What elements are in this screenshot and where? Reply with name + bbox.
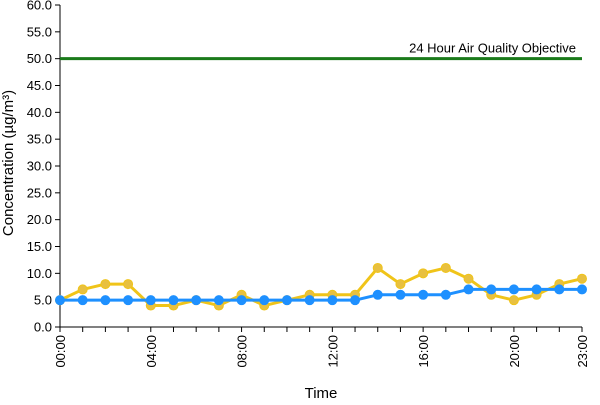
y-tick-labels: 0.0 5.0 10.0 15.0 20.0 25.0 30.0 35.0 40.0 45.0 50…	[27, 0, 60, 335]
y-tick-label: 5.0	[34, 293, 52, 308]
y-tick-label: 35.0	[27, 132, 52, 147]
series-1-point	[100, 279, 111, 290]
series-2-point	[350, 295, 361, 306]
x-tick-label: 08:00	[235, 335, 250, 368]
y-tick-label: 25.0	[27, 185, 52, 200]
series-1-point	[577, 273, 587, 284]
x-tick-label: 04:00	[144, 335, 159, 368]
objective-label: 24 Hour Air Quality Objective	[409, 41, 576, 56]
series-2-point	[463, 284, 474, 295]
series-2-point	[259, 295, 270, 306]
y-axis-title: Concentration (µg/m³)	[0, 90, 17, 236]
series-2-point	[213, 295, 224, 306]
x-tick-label: 23:00	[575, 335, 590, 368]
series-2-point	[486, 284, 497, 295]
series-2-point	[191, 295, 202, 306]
y-tick-label: 40.0	[27, 105, 52, 120]
series-2-point	[281, 295, 292, 306]
series-1-point	[508, 295, 519, 306]
series-1-point	[418, 268, 429, 279]
series-2-point	[145, 295, 156, 306]
y-tick-label: 30.0	[27, 159, 52, 174]
y-tick-label: 15.0	[27, 239, 52, 254]
series-1-point	[463, 273, 474, 284]
x-tick-label: 12:00	[325, 335, 340, 368]
y-tick-label: 0.0	[34, 320, 52, 335]
x-tick-label: 20:00	[507, 335, 522, 368]
series-2-point	[508, 284, 519, 295]
x-tick-label: 16:00	[416, 335, 431, 368]
series-2-point	[304, 295, 315, 306]
series-2-point	[123, 295, 134, 306]
y-tick-label: 20.0	[27, 212, 52, 227]
series-2-point	[440, 289, 451, 300]
y-tick-label: 50.0	[27, 51, 52, 66]
series-2-point	[100, 295, 111, 306]
y-tick-label: 55.0	[27, 24, 52, 39]
series-1-point	[395, 279, 406, 290]
series-2-point	[55, 295, 65, 306]
series-1-point	[440, 262, 451, 273]
series-1-point	[77, 284, 88, 295]
series-2-point	[531, 284, 542, 295]
series-2-point	[327, 295, 338, 306]
series-2-point	[577, 284, 587, 295]
series-2-point	[236, 295, 247, 306]
x-axis-title: Time	[305, 385, 338, 400]
series-2-point	[554, 284, 565, 295]
series-1-point	[372, 262, 383, 273]
x-tick-label: 00:00	[53, 335, 68, 368]
y-tick-label: 45.0	[27, 78, 52, 93]
objective-line-group: 24 Hour Air Quality Objective	[60, 41, 582, 61]
series-2-point	[395, 289, 406, 300]
series-2-point	[418, 289, 429, 300]
y-tick-label: 10.0	[27, 266, 52, 281]
series-1-point	[123, 279, 134, 290]
series-group	[55, 262, 587, 311]
y-tick-label: 60.0	[27, 0, 52, 13]
series-2-point	[168, 295, 179, 306]
series-2-point	[372, 289, 383, 300]
series-2-point	[77, 295, 88, 306]
x-tick-labels: 00:00 04:00 08:00 12:00 16:00 20:00 23:00	[53, 327, 590, 368]
